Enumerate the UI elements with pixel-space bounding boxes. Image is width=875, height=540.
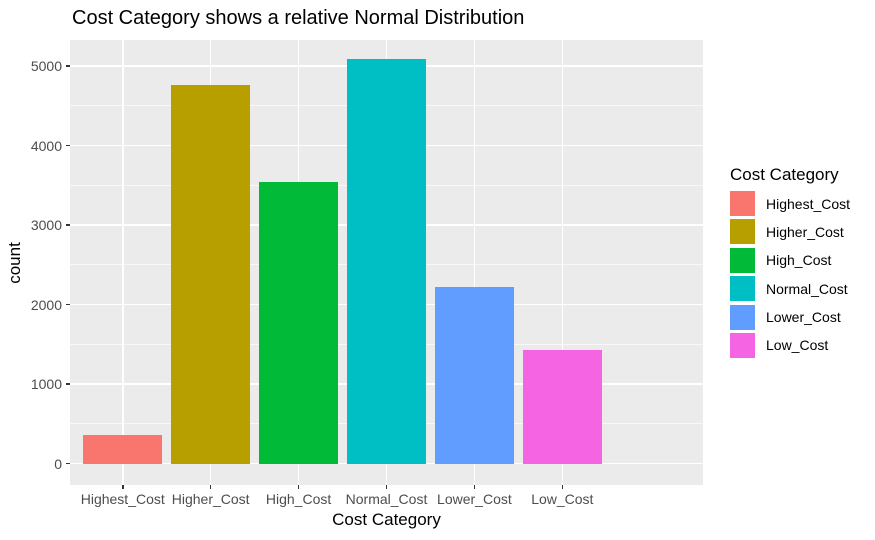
gridline-vertical-major (561, 40, 564, 485)
x-tick-mark (122, 485, 124, 489)
x-tick-label: Lower_Cost (437, 491, 512, 507)
y-axis-title-wrap: count (2, 40, 28, 485)
bar-lower_cost (434, 287, 514, 464)
x-tick-label: Low_Cost (531, 491, 594, 507)
y-tick-label: 3000 (30, 217, 62, 234)
legend-label: Higher_Cost (766, 223, 844, 240)
legend-label: Highest_Cost (766, 195, 851, 212)
legend-entry: Higher_Cost (730, 219, 850, 245)
x-tick-label: High_Cost (265, 491, 332, 507)
y-tick-label: 0 (54, 455, 62, 472)
legend-title: Cost Category (730, 165, 839, 184)
x-tick-label: Highest_Cost (80, 491, 165, 507)
x-tick-mark (297, 485, 300, 489)
y-tick-label: 5000 (30, 58, 62, 75)
legend-label: Low_Cost (766, 337, 829, 354)
y-tick-mark (66, 224, 70, 226)
legend-swatch-high_cost (730, 247, 755, 273)
legend-swatch-higher_cost (730, 219, 755, 245)
x-tick-mark (473, 485, 476, 489)
legend-items: Highest_Cost Higher_Cost High_Cost Normal_C… (730, 191, 850, 358)
bar-highest_cost (83, 434, 163, 464)
y-axis-title: count (5, 241, 24, 284)
legend-swatch-highest_cost (730, 191, 755, 216)
plot-panel (70, 40, 703, 485)
plot-title: Cost Category shows a relative Normal Di… (72, 7, 525, 29)
y-tick-mark (66, 303, 70, 306)
legend-entry: Low_Cost (730, 332, 850, 358)
bar-normal_cost (346, 59, 427, 464)
legend-entry: Normal_Cost (730, 276, 850, 302)
y-tick-label: 1000 (30, 376, 62, 393)
y-tick-label: 2000 (30, 296, 62, 313)
legend-entry: High_Cost (730, 247, 850, 273)
gridline-vertical-major (122, 40, 124, 485)
legend-label: Normal_Cost (766, 280, 848, 297)
x-tick-label: Normal_Cost (345, 491, 428, 507)
y-tick-mark (66, 462, 70, 465)
x-tick-mark (561, 485, 564, 489)
legend-entry: Lower_Cost (730, 304, 850, 330)
x-tick-mark (385, 485, 388, 489)
legend-swatch-normal_cost (730, 276, 755, 302)
legend-swatch-low_cost (730, 332, 755, 358)
legend: Cost Category Highest_Cost Higher_Cost Hig… (730, 164, 850, 358)
gridline-vertical-major (473, 40, 476, 485)
legend-swatch-lower_cost (730, 304, 755, 330)
bar-higher_cost (171, 84, 251, 464)
y-tick-mark (66, 65, 70, 67)
y-tick-mark (66, 144, 70, 147)
bar-low_cost (522, 349, 602, 464)
legend-entry: Highest_Cost (730, 191, 850, 216)
y-tick-mark (66, 383, 70, 385)
x-axis-title: Cost Category (332, 510, 441, 529)
legend-label: Lower_Cost (766, 309, 841, 326)
y-tick-label: 4000 (30, 137, 62, 154)
x-tick-label: Higher_Cost (171, 491, 250, 507)
x-tick-mark (209, 485, 212, 489)
bar-high_cost (259, 182, 339, 464)
legend-label: High_Cost (766, 252, 832, 269)
